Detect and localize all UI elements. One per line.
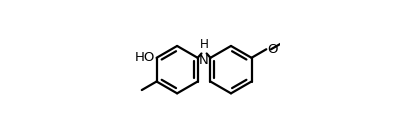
Text: HO: HO [135,51,156,64]
Text: N: N [199,55,209,68]
Text: H: H [200,38,208,51]
Text: O: O [267,43,277,56]
